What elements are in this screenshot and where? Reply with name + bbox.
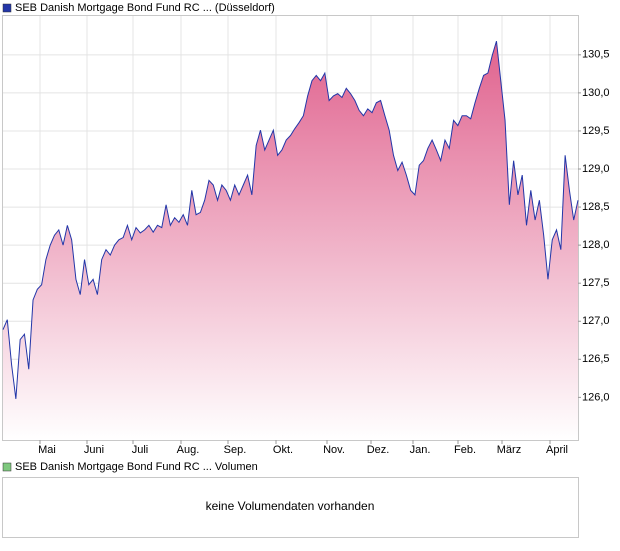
area — [3, 41, 578, 441]
no-data-note: keine Volumendaten vorhanden — [206, 499, 375, 513]
y-tick-label: 126,5 — [582, 353, 610, 365]
legend-label: SEB Danish Mortgage Bond Fund RC ... (Dü… — [15, 2, 275, 14]
line — [2, 40, 579, 399]
volume-frame — [2, 477, 579, 538]
x-tick-label: April — [546, 444, 568, 456]
y-tick-label: 129,0 — [582, 163, 610, 175]
x-tick-label: Okt. — [273, 444, 293, 456]
x-tick-label: Jan. — [410, 444, 431, 456]
x-tick-label: Dez. — [367, 444, 390, 456]
x-tick-label: Juli — [132, 444, 149, 456]
legend-swatch — [2, 3, 12, 13]
y-tick-label: 127,5 — [582, 277, 610, 289]
x-tick-label: Juni — [84, 444, 104, 456]
legend-label: SEB Danish Mortgage Bond Fund RC ... Vol… — [15, 461, 258, 473]
x-tick-label: Sep. — [224, 444, 247, 456]
y-tick-label: 126,0 — [582, 391, 610, 403]
y-tick-label: 128,0 — [582, 239, 610, 251]
x-tick-label: Feb. — [454, 444, 476, 456]
main-panel: 126,0 126,5 127,0 127,5 128,0 128,5 129,0 129,5… — [2, 16, 610, 456]
x-tick-label: Nov. — [323, 444, 345, 456]
legend-swatch — [2, 462, 12, 472]
x-tick-label: Aug. — [177, 444, 200, 456]
y-tick-label: 130,5 — [582, 49, 610, 61]
y-tick-label: 130,0 — [582, 87, 610, 99]
x-tick-label: Mai — [38, 444, 56, 456]
y-tick-label: 127,0 — [582, 315, 610, 327]
y-tick-label: 128,5 — [582, 201, 610, 213]
x-tick-label: März — [497, 444, 521, 456]
y-tick-label: 129,5 — [582, 125, 610, 137]
